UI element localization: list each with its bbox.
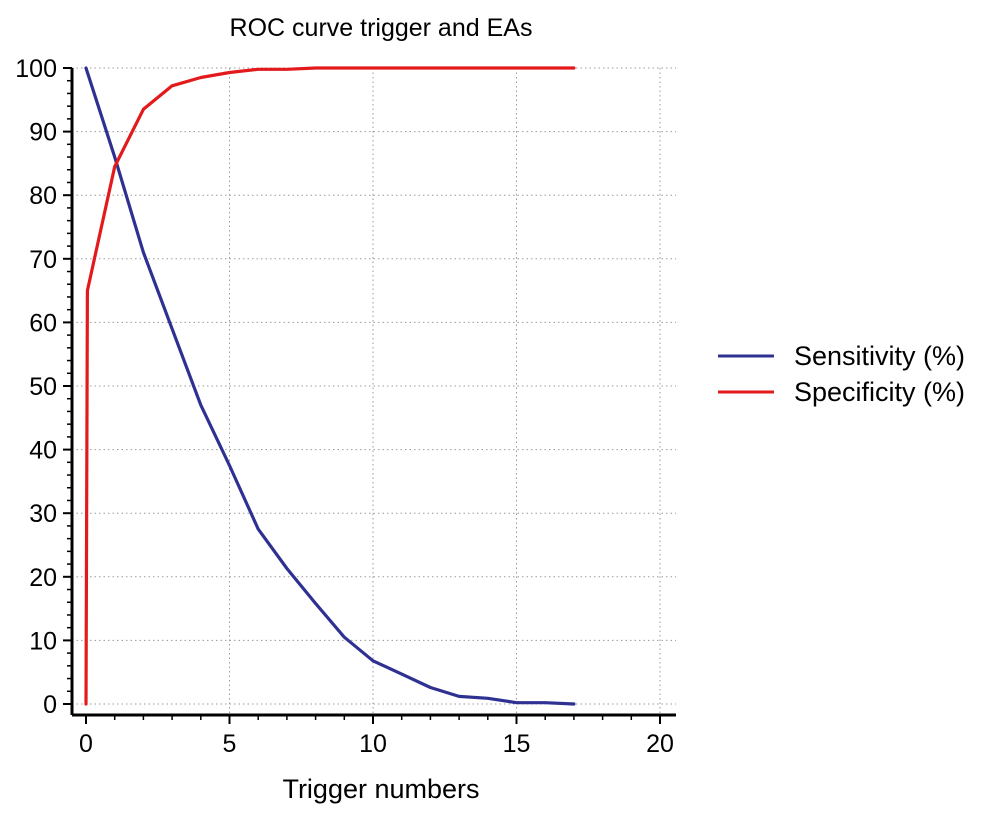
chart-title: ROC curve trigger and EAs bbox=[230, 14, 533, 42]
series-line-specificity bbox=[84, 66, 576, 706]
x-tick-label: 15 bbox=[503, 730, 531, 758]
y-tick-label: 30 bbox=[29, 500, 57, 528]
legend: Sensitivity (%) Specificity (%) bbox=[718, 341, 965, 407]
grid bbox=[72, 67, 676, 715]
legend-label: Sensitivity (%) bbox=[794, 341, 965, 371]
series bbox=[84, 66, 576, 706]
x-tick-label: 10 bbox=[359, 730, 387, 758]
x-tick-label: 20 bbox=[646, 730, 674, 758]
y-tick-label: 60 bbox=[29, 309, 57, 337]
axes: 0 10 20 30 40 50 60 70 80 90 100 0 5 10 15 20 bbox=[15, 55, 676, 758]
y-tick-label: 80 bbox=[29, 182, 57, 210]
legend-label: Specificity (%) bbox=[794, 377, 965, 407]
series-line-sensitivity bbox=[84, 66, 576, 706]
x-axis-label: Trigger numbers bbox=[282, 774, 479, 804]
y-tick-label: 10 bbox=[29, 627, 57, 655]
y-tick-label: 90 bbox=[29, 119, 57, 147]
y-tick-label: 20 bbox=[29, 564, 57, 592]
y-tick-label: 70 bbox=[29, 246, 57, 274]
y-tick-label: 40 bbox=[29, 437, 57, 465]
x-tick-label: 5 bbox=[223, 730, 237, 758]
y-tick-label: 0 bbox=[43, 691, 57, 719]
x-tick-label: 0 bbox=[79, 730, 93, 758]
y-tick-label: 100 bbox=[15, 55, 57, 83]
y-tick-label: 50 bbox=[29, 373, 57, 401]
